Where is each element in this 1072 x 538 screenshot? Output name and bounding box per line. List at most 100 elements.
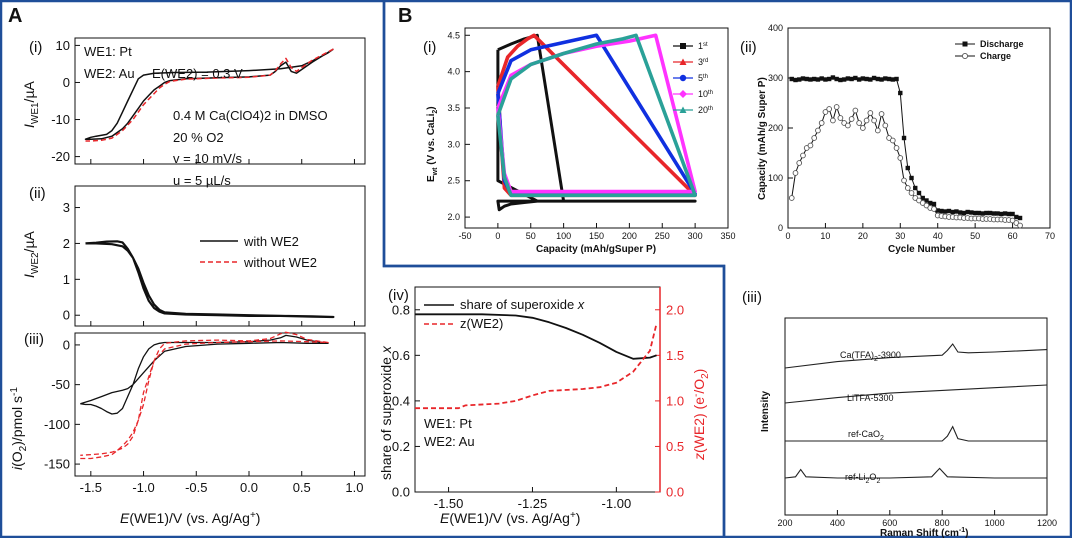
sublabel-a-iii: (iii) [24, 331, 44, 348]
xtick-label: 60 [1008, 231, 1018, 241]
ytick-label: 3.5 [447, 103, 460, 113]
xtick-label: 40 [933, 231, 943, 241]
discharge-point [868, 77, 873, 82]
ytick-label: -150 [44, 457, 70, 472]
legend-marker-20th [679, 106, 687, 113]
trace-label-catfa: Ca(TFA)2-3900 [840, 350, 901, 363]
discharge-point [943, 209, 948, 214]
discharge-point [913, 185, 918, 191]
discharge-point [909, 175, 914, 181]
charge-point [1017, 222, 1023, 229]
legend-label-without-we2: without WE2 [243, 255, 317, 270]
charge-point [815, 127, 821, 134]
discharge-point [935, 208, 940, 213]
series-line-discharge [791, 77, 1021, 219]
discharge-point [860, 76, 866, 81]
discharge-point [969, 210, 974, 215]
charge-point [826, 106, 833, 112]
ytick-label: 0 [63, 308, 70, 323]
discharge-point [879, 77, 884, 82]
series-line-with-we2 [80, 334, 329, 415]
discharge-point [826, 76, 832, 82]
charge-point [833, 104, 840, 110]
chart-b-iii: (iii) 200 400 600 800 1000 1200 Intensity Ram… [742, 289, 1057, 538]
discharge-point [894, 76, 899, 82]
ytick-label: 0.4 [392, 393, 410, 408]
discharge-point [916, 190, 922, 196]
discharge-point [845, 76, 851, 81]
ytick-label: 300 [768, 73, 783, 83]
legend-marker-5th [679, 74, 687, 82]
trace-label-litfa: LiTFA-5300 [847, 393, 894, 403]
xtick-label: 70 [1045, 231, 1055, 241]
discharge-point [804, 76, 809, 82]
legend-label-with-we2: with WE2 [243, 234, 299, 249]
xtick-label: 600 [882, 518, 897, 528]
ytick-label: 0.2 [392, 439, 410, 454]
charge-point [788, 195, 795, 201]
xtick-label: 0.0 [240, 480, 258, 495]
ytick-label: 0 [63, 75, 70, 90]
discharge-point [1017, 215, 1023, 221]
charge-point [882, 122, 889, 129]
charge-point [845, 122, 851, 129]
plot-frame-b-iii [784, 317, 1048, 516]
discharge-point [950, 209, 955, 215]
xtick-label: 30 [895, 231, 905, 241]
discharge-point [871, 75, 877, 81]
legend-label-20th: 20th [698, 105, 713, 115]
discharge-point [999, 211, 1004, 217]
y2tick-label: 0.5 [666, 439, 684, 454]
plot-frame-a-iv [414, 286, 661, 493]
ylabel-a-ii: IWE2/µA [21, 230, 41, 278]
ytick-label: 0.0 [392, 485, 410, 500]
charge-point [830, 117, 836, 124]
xtick-label: -1.50 [434, 496, 464, 511]
charge-point [796, 160, 803, 166]
discharge-point [972, 210, 978, 216]
discharge-point [939, 208, 944, 214]
annotation-flow-rate: u = 5 µL/s [173, 173, 231, 188]
discharge-point [987, 210, 993, 216]
legend-marker-1st [680, 43, 686, 49]
ytick-label: 2.0 [447, 212, 460, 222]
discharge-point [928, 200, 933, 206]
ylabel-b-iii: Intensity [760, 390, 771, 432]
discharge-point [898, 90, 903, 96]
ytick-label: 0.6 [392, 348, 410, 363]
ytick-label: 200 [768, 123, 783, 133]
discharge-point [793, 77, 798, 83]
charge-point [893, 145, 900, 151]
xtick-label: 1.0 [345, 480, 363, 495]
ylabel-a-iii: i(O2)/pmol s-1 [9, 387, 29, 470]
legend-marker-3rd [679, 58, 687, 65]
discharge-point [841, 77, 847, 82]
xtick-label: 250 [655, 231, 670, 241]
ytick-label: 0 [778, 223, 783, 233]
xtick-label: 0.5 [293, 480, 311, 495]
discharge-point [819, 76, 824, 81]
charge-point [856, 120, 862, 126]
ytick-label: -50 [51, 377, 70, 392]
charge-point [901, 177, 907, 184]
xtick-label: 0 [495, 231, 500, 241]
y2tick-label: 1.5 [666, 348, 684, 363]
series-line-with-we2 [85, 240, 335, 319]
chart-a-i: (i) 10 0 -10 -20 IWE1/µA WE1: Pt WE2: Au E(… [21, 37, 366, 188]
discharge-point [957, 210, 963, 215]
raman-trace-0 [784, 343, 1048, 369]
discharge-point [995, 211, 1000, 216]
discharge-point [808, 77, 813, 82]
charge-point [852, 107, 859, 114]
ylabel-a-iv: share of superoxide x [378, 345, 394, 480]
charge-point [908, 190, 915, 196]
annotation-scan-rate: v = 10 mV/s [173, 151, 242, 166]
ylabel-b-i: Ewt (V vs. CaLi2) [426, 106, 439, 182]
charge-point [889, 137, 896, 144]
xtick-label: 20 [858, 231, 868, 241]
xtick-label: -1.0 [132, 480, 154, 495]
panel-a-frame [0, 0, 726, 538]
discharge-point [830, 75, 836, 80]
xlabel-b-iii: Raman Shift (cm-1) [880, 527, 968, 538]
ytick-label: 3.0 [447, 139, 460, 149]
